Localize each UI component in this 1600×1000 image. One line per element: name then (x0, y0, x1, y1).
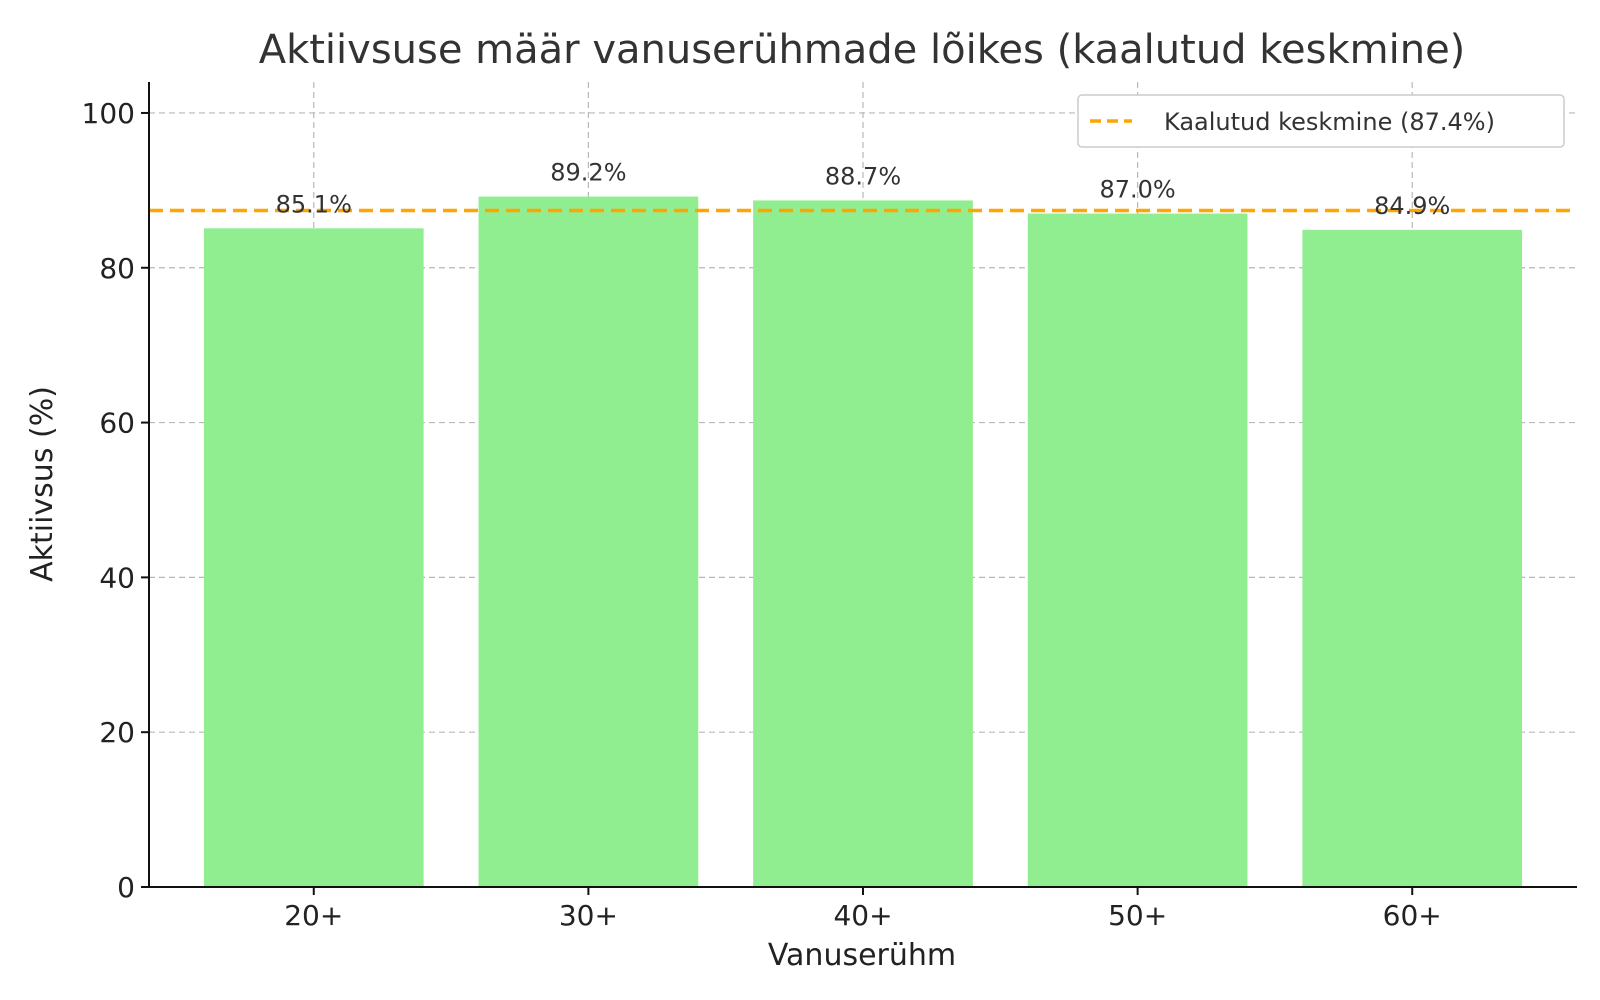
data-label: 85.1% (276, 190, 352, 218)
bar (753, 200, 973, 888)
bar (1302, 229, 1523, 888)
y-tick-label: 100 (82, 97, 135, 130)
x-tick-label: 30+ (559, 899, 618, 932)
x-tick-label: 40+ (833, 899, 892, 932)
chart-title: Aktiivsuse määr vanuserühmade lõikes (ka… (259, 27, 1466, 73)
bar (478, 196, 699, 888)
bar (203, 228, 424, 887)
bar (1027, 213, 1248, 887)
bars-layer (203, 196, 1523, 888)
data-labels-layer: 85.1% 89.2% 88.7% 87.0% 84.9% (276, 159, 1451, 220)
data-label: 88.7% (825, 162, 901, 190)
y-tick-label: 60 (99, 407, 135, 440)
y-tick-label: 20 (99, 716, 135, 749)
legend-box (1077, 94, 1565, 148)
data-label: 89.2% (550, 159, 626, 187)
y-tick-label: 0 (117, 871, 135, 904)
legend-entry-label: Kaalutud keskmine (87.4%) (1164, 108, 1495, 136)
x-tick-label: 50+ (1108, 899, 1167, 932)
ticks-layer: 0 20 40 60 80 100 20+ 30+ 40+ 50+ 60+ (82, 97, 1442, 932)
y-tick-label: 40 (99, 561, 135, 594)
x-tick-label: 20+ (284, 899, 343, 932)
y-axis-label: Aktiivsus (%) (25, 386, 60, 582)
x-tick-label: 60+ (1383, 899, 1442, 932)
legend: Kaalutud keskmine (87.4%) (1077, 94, 1565, 148)
y-tick-label: 80 (99, 252, 135, 285)
data-label: 84.9% (1374, 192, 1450, 220)
x-axis-label: Vanuserühm (768, 938, 956, 973)
data-label: 87.0% (1099, 176, 1175, 204)
